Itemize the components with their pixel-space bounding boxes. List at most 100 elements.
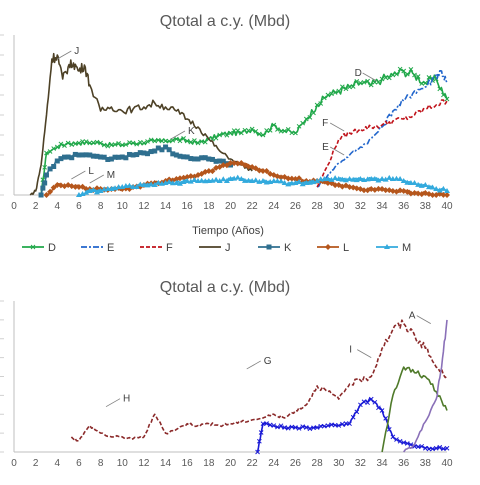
series-point-K (80, 152, 86, 158)
series-point-K (217, 158, 223, 164)
series-point-K (98, 154, 104, 160)
series-point-D (109, 142, 114, 148)
legend-label-M: M (402, 242, 411, 254)
series-point-K (119, 154, 125, 160)
series-point-M (184, 178, 191, 183)
series-point-L (54, 182, 61, 188)
series-point-D (91, 140, 96, 146)
series-point-L (43, 192, 50, 198)
chart-1-series-group (29, 52, 450, 198)
series-point-L (278, 174, 285, 181)
series-point-G (444, 445, 450, 451)
chart-1-x-tick-label: 18 (203, 201, 215, 212)
chart-1-x-axis-label: Tiempo (Años) (192, 225, 264, 237)
series-point-K (38, 192, 44, 198)
legend-marker-D (30, 244, 36, 250)
legend-marker-L (325, 244, 331, 250)
chart-2-x-tick-label: 30 (333, 458, 345, 469)
series-point-M (155, 179, 162, 185)
series-point-M (281, 180, 288, 185)
series-point-L (47, 188, 54, 195)
legend-label-F: F (166, 242, 173, 254)
chart-1-x-tick-label: 40 (441, 201, 453, 212)
series-point-M (223, 178, 230, 184)
series-point-G (329, 422, 334, 428)
series-point-D (152, 138, 158, 144)
series-point-L (72, 183, 79, 190)
series-point-D (293, 130, 298, 136)
series-point-D (347, 84, 352, 90)
series-point-D (296, 123, 302, 129)
legend-label-E: E (107, 242, 114, 254)
chart-1-x-tick-label: 24 (268, 201, 280, 212)
series-point-D (437, 86, 443, 92)
annotation-leader-A (416, 315, 431, 324)
series-point-G (255, 449, 260, 455)
series-point-D (397, 66, 403, 72)
series-point-D (174, 136, 179, 142)
chart-1-x-tick-label: 32 (355, 201, 367, 212)
series-point-G (430, 446, 435, 452)
series-point-L (187, 173, 194, 180)
chart-1-x-tick-label: 14 (160, 201, 172, 212)
series-point-M (97, 188, 104, 193)
series-point-D (188, 139, 194, 145)
chart-2-x-tick-label: 38 (420, 458, 432, 469)
series-point-K (155, 145, 161, 151)
series-point-D (217, 132, 223, 138)
series-point-D (267, 128, 273, 133)
series-point-L (296, 175, 303, 182)
series-point-K (126, 151, 132, 157)
series-point-K (65, 154, 71, 160)
chart-1-x-tick-label: 0 (11, 201, 17, 212)
chart-2-x-tick-label: 14 (160, 458, 172, 469)
series-point-K (76, 152, 82, 158)
series-point-K (152, 148, 158, 154)
series-point-D (213, 135, 219, 141)
chart-1-x-tick-label: 2 (33, 201, 39, 212)
series-point-L (346, 184, 353, 190)
annotation-label-M: M (107, 170, 115, 181)
series-point-G (282, 425, 287, 430)
series-point-M (245, 177, 252, 183)
series-point-D (123, 142, 129, 147)
series-point-D (228, 130, 233, 136)
annotation-leader-I (357, 349, 372, 358)
series-point-G (300, 424, 306, 429)
series-point-D (260, 132, 266, 138)
annotation-label-I: I (349, 345, 352, 356)
chart-2-x-tick-label: 36 (398, 458, 410, 469)
series-point-M (324, 176, 331, 181)
series-point-M (296, 178, 303, 184)
series-point-D (354, 79, 360, 84)
series-point-G (314, 425, 320, 430)
series-point-L (220, 162, 227, 169)
series-point-K (94, 153, 100, 159)
series-point-K (145, 151, 151, 157)
series-point-D (253, 128, 259, 134)
series-point-G (368, 396, 374, 402)
series-point-D (318, 101, 324, 106)
series-point-G (307, 426, 313, 432)
series-point-K (188, 156, 194, 162)
series-point-D (148, 137, 154, 143)
series-point-G (296, 426, 302, 431)
series-point-D (257, 131, 262, 137)
series-point-G (419, 443, 425, 449)
series-point-G (433, 445, 439, 451)
series-point-M (166, 179, 173, 185)
annotation-label-K: K (188, 126, 195, 137)
series-point-G (271, 423, 277, 428)
series-point-L (288, 175, 295, 182)
series-point-G (365, 400, 370, 406)
series-point-D (202, 139, 208, 145)
chart-2-title: Qtotal a c.y. (Mbd) (160, 279, 290, 296)
series-point-M (433, 186, 440, 191)
chart-1-title: Qtotal a c.y. (Mbd) (160, 13, 290, 30)
series-point-L (411, 190, 418, 196)
series-point-D (404, 71, 410, 77)
series-point-G (347, 421, 352, 427)
chart-1-x-tick-label: 4 (55, 201, 61, 212)
series-point-K (112, 154, 118, 160)
series-point-D (83, 139, 89, 144)
